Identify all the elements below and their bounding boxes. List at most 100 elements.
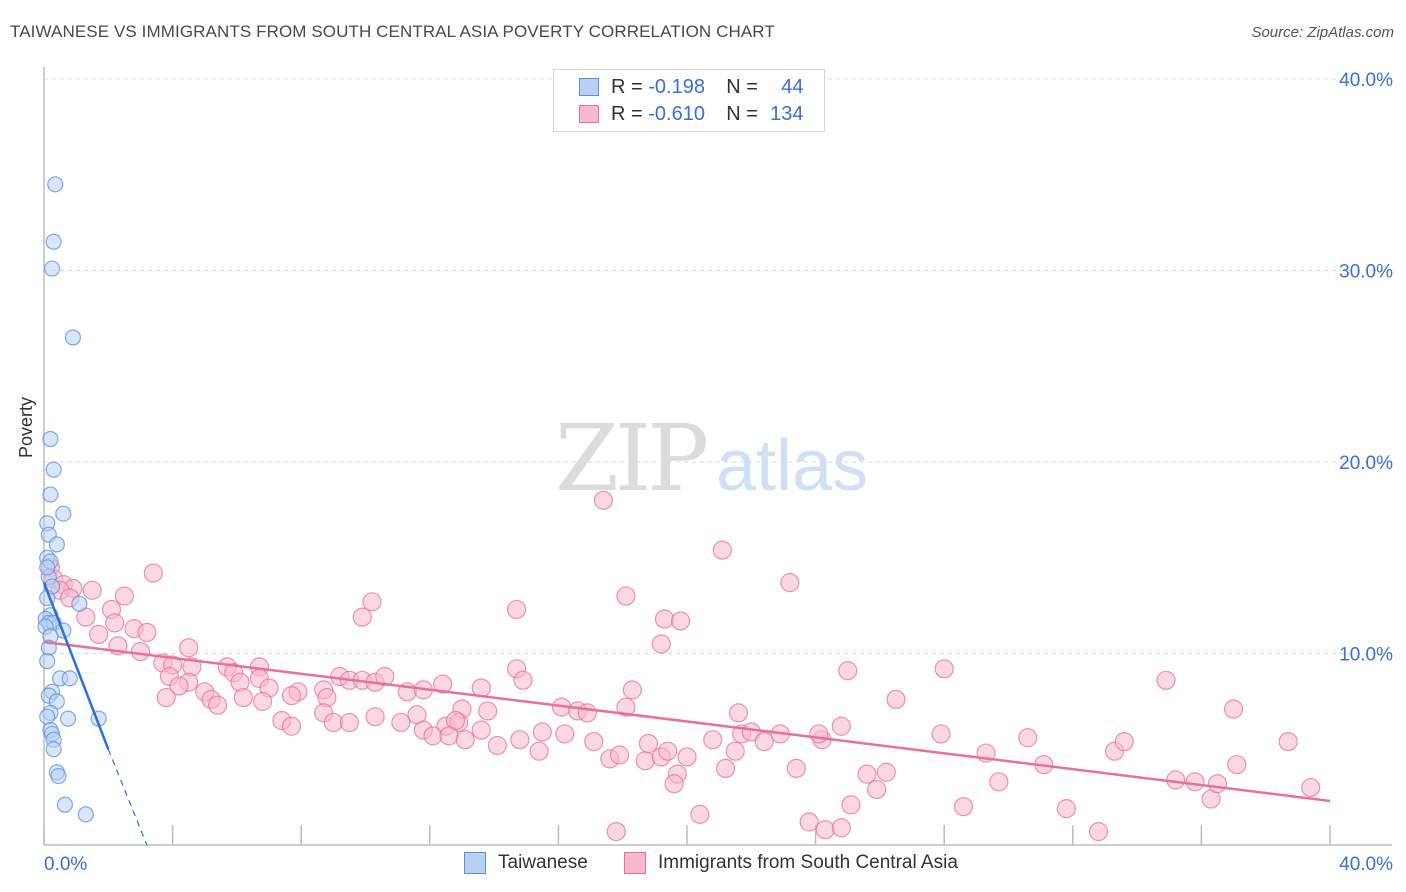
r-label: R = <box>611 75 643 98</box>
point-taiwanese <box>77 806 94 823</box>
stats-legend-row-immigrants: R = -0.610 N = 134 <box>579 102 804 126</box>
point-taiwanese <box>55 505 72 522</box>
point-immigrants <box>455 730 475 750</box>
point-immigrants <box>130 641 151 662</box>
point-immigrants <box>114 586 134 606</box>
point-immigrants <box>857 764 877 784</box>
point-immigrants <box>1185 772 1205 792</box>
point-immigrants <box>1278 731 1298 752</box>
y-tick-label: 20.0% <box>1339 453 1393 474</box>
point-immigrants <box>780 573 800 593</box>
point-immigrants <box>715 758 736 779</box>
point-taiwanese <box>43 260 61 277</box>
point-taiwanese <box>56 796 73 813</box>
point-immigrants <box>677 747 697 767</box>
point-immigrants <box>664 774 684 794</box>
point-immigrants <box>886 689 906 710</box>
point-immigrants <box>82 580 102 600</box>
point-immigrants <box>1223 699 1244 719</box>
point-taiwanese <box>48 536 65 553</box>
point-immigrants <box>876 762 896 782</box>
point-taiwanese <box>42 486 59 503</box>
point-immigrants <box>208 695 228 715</box>
immigrants-swatch <box>624 852 646 874</box>
point-immigrants <box>989 772 1009 792</box>
watermark-atlas: atlas <box>716 426 868 506</box>
point-immigrants <box>532 722 552 742</box>
point-immigrants <box>809 724 829 744</box>
y-tick-label: 30.0% <box>1339 262 1393 283</box>
point-immigrants <box>670 611 691 631</box>
point-immigrants <box>1056 799 1076 819</box>
stats-legend: R = -0.198 N = 44 R = -0.610 N = 134 <box>553 69 825 132</box>
point-immigrants <box>439 726 459 746</box>
point-taiwanese <box>47 176 64 193</box>
trendline-immigrants <box>43 640 1331 803</box>
point-immigrants <box>143 563 163 583</box>
point-immigrants <box>622 680 642 700</box>
chart-source: Source: ZipAtlas.com <box>1251 24 1394 41</box>
r-value: -0.610 <box>648 102 705 125</box>
point-immigrants <box>703 730 723 750</box>
point-immigrants <box>156 687 176 708</box>
point-immigrants <box>616 697 636 717</box>
n-value: 134 <box>770 102 804 125</box>
point-immigrants <box>89 624 109 644</box>
point-taiwanese <box>71 595 88 612</box>
point-immigrants <box>1207 774 1228 794</box>
stats-legend-row-taiwanese: R = -0.198 N = 44 <box>579 75 804 99</box>
point-immigrants <box>867 779 887 800</box>
point-immigrants <box>471 720 491 740</box>
point-immigrants <box>233 687 253 708</box>
point-immigrants <box>375 666 395 687</box>
point-immigrants <box>169 676 189 696</box>
point-taiwanese <box>60 710 77 727</box>
point-immigrants <box>281 686 302 706</box>
point-immigrants <box>815 820 835 840</box>
point-immigrants <box>391 712 411 733</box>
watermark-zip: ZIP <box>555 405 706 512</box>
point-immigrants <box>510 730 530 750</box>
point-immigrants <box>253 691 273 711</box>
point-immigrants <box>799 812 819 832</box>
trendline-taiwanese <box>42 582 110 750</box>
point-immigrants <box>831 818 851 838</box>
point-immigrants <box>1114 731 1134 752</box>
point-taiwanese <box>45 741 62 758</box>
taiwanese-swatch <box>579 78 599 96</box>
point-immigrants <box>934 659 954 679</box>
point-immigrants <box>725 741 745 761</box>
point-immigrants <box>741 722 761 742</box>
point-immigrants <box>841 795 861 815</box>
point-taiwanese <box>64 329 82 346</box>
point-immigrants <box>1088 821 1109 842</box>
point-immigrants <box>1227 754 1247 775</box>
point-immigrants <box>423 726 443 746</box>
point-immigrants <box>931 724 951 744</box>
point-immigrants <box>609 745 630 765</box>
point-immigrants <box>638 733 659 754</box>
point-taiwanese <box>50 767 67 785</box>
legend-item-taiwanese: Taiwanese <box>464 852 588 874</box>
point-immigrants <box>352 607 372 627</box>
point-taiwanese <box>39 559 56 576</box>
point-immigrants <box>433 674 453 694</box>
n-value: 44 <box>781 75 804 98</box>
point-immigrants <box>606 821 626 842</box>
point-immigrants <box>690 804 710 824</box>
point-immigrants <box>584 731 604 752</box>
point-immigrants <box>513 670 533 690</box>
point-taiwanese <box>42 430 59 448</box>
legend-label: Immigrants from South Central Asia <box>658 852 958 873</box>
point-immigrants <box>1018 728 1038 748</box>
point-immigrants <box>105 613 125 633</box>
point-immigrants <box>487 735 507 756</box>
y-axis-label: Poverty <box>16 396 36 458</box>
trendline-taiwanese-extension <box>107 749 148 846</box>
point-immigrants <box>651 634 671 654</box>
point-immigrants <box>658 741 678 761</box>
point-immigrants <box>365 707 385 727</box>
y-tick-label: 40.0% <box>1339 70 1393 91</box>
point-immigrants <box>635 751 655 771</box>
